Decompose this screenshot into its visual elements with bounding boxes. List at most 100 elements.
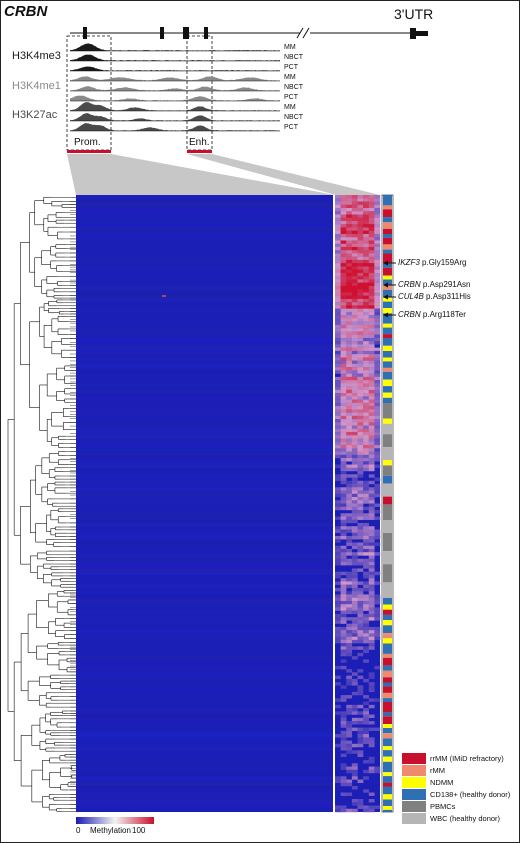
sample-type-cell bbox=[383, 351, 392, 358]
sample-type-cell bbox=[383, 289, 392, 298]
legend-swatch bbox=[402, 765, 426, 776]
sample-type-cell bbox=[383, 653, 392, 658]
sample-type-cell bbox=[383, 677, 392, 683]
sample-type-cell bbox=[383, 423, 392, 435]
chip-signal-track bbox=[70, 76, 280, 81]
colorscale-min: 0 bbox=[76, 826, 81, 835]
sample-type-cell bbox=[383, 279, 392, 285]
sample-type-cell bbox=[383, 475, 392, 484]
sample-type-cell bbox=[383, 465, 392, 476]
legend-swatch bbox=[402, 813, 426, 824]
sample-type-cell bbox=[383, 308, 392, 314]
sample-type-cell bbox=[383, 327, 392, 335]
enhancer-zoom-wedge bbox=[187, 154, 380, 195]
sample-type-cell bbox=[383, 786, 392, 795]
enhancer-bar bbox=[187, 150, 212, 153]
sample-type-cell bbox=[383, 625, 392, 634]
sample-type-cell bbox=[383, 609, 392, 615]
sample-type-cell bbox=[383, 338, 392, 346]
sample-type-cell bbox=[383, 418, 392, 424]
sample-type-cell bbox=[383, 504, 392, 520]
sample-type-cell bbox=[383, 782, 392, 787]
sample-type-cell bbox=[383, 253, 392, 264]
sample-type-cell bbox=[383, 195, 392, 206]
sample-type-cell bbox=[383, 698, 392, 702]
promoter-label: Prom. bbox=[74, 137, 101, 148]
tissue-label: MM bbox=[284, 44, 296, 51]
legend-swatch bbox=[402, 801, 426, 812]
sample-type-cell bbox=[383, 657, 392, 666]
sample-type-cell bbox=[383, 249, 392, 254]
sample-type-cell bbox=[383, 620, 392, 626]
colorscale-max: 100 bbox=[132, 826, 146, 835]
sample-type-cell bbox=[383, 379, 392, 387]
legend-swatch bbox=[402, 753, 426, 764]
gene-model bbox=[70, 27, 428, 39]
sample-type-cell bbox=[383, 772, 392, 777]
sample-type-cell bbox=[383, 728, 392, 734]
sample-type-cell bbox=[383, 371, 392, 380]
annotation-ikzf3: IKZF3 p.Gly159Arg bbox=[398, 258, 467, 267]
sample-type-cell bbox=[383, 361, 392, 368]
sample-type-cell bbox=[383, 205, 392, 210]
sample-type-cell bbox=[383, 598, 392, 605]
sample-type-cell bbox=[383, 533, 392, 552]
sample-type-cell bbox=[383, 460, 392, 466]
sample-type-cell bbox=[383, 345, 392, 351]
enhancer-box bbox=[186, 35, 213, 151]
dendrogram bbox=[7, 196, 79, 812]
sample-type-cell bbox=[383, 750, 392, 757]
chip-signal-track bbox=[70, 54, 280, 61]
tissue-label: PCT bbox=[284, 94, 298, 101]
mark-label-h3k4me1: H3K4me1 bbox=[12, 80, 61, 92]
tissue-label: MM bbox=[284, 104, 296, 111]
sample-type-cell bbox=[383, 483, 392, 497]
sample-type-cell bbox=[383, 702, 392, 713]
sample-type-cell bbox=[383, 794, 392, 800]
methylation-colorscale bbox=[76, 817, 154, 824]
sample-type-cell bbox=[383, 244, 392, 250]
sample-type-cell bbox=[383, 367, 392, 372]
sample-type-cell bbox=[383, 724, 392, 728]
mark-label-h3k4me3: H3K4me3 bbox=[12, 50, 61, 62]
promoter-zoom-wedge bbox=[67, 154, 335, 195]
sample-type-cell bbox=[383, 806, 392, 810]
chip-signal-track bbox=[70, 113, 280, 121]
utr-label: 3'UTR bbox=[394, 6, 434, 22]
promoter-box bbox=[66, 35, 112, 151]
annotation-crbn-arg118ter: CRBN p.Arg118Ter bbox=[398, 310, 466, 319]
sample-type-cell bbox=[383, 665, 392, 671]
sample-type-cell bbox=[383, 746, 392, 751]
sample-type-cell bbox=[383, 392, 392, 398]
sample-type-cell bbox=[383, 357, 392, 362]
sample-type-cell bbox=[383, 209, 392, 218]
sample-type-cell bbox=[383, 551, 392, 565]
sample-type-cell bbox=[383, 643, 392, 654]
colorscale-label: Methylation bbox=[90, 826, 131, 835]
sample-type-cell bbox=[383, 297, 392, 302]
sample-type-cell bbox=[383, 334, 392, 338]
sample-type-cell bbox=[383, 738, 392, 747]
sample-type-cell bbox=[383, 686, 392, 693]
mark-label-h3k27ac: H3K27ac bbox=[12, 109, 58, 121]
sample-type-cell bbox=[383, 403, 392, 419]
sample-type-cell bbox=[383, 733, 392, 739]
sample-type-cell bbox=[383, 582, 392, 598]
sample-type-cell bbox=[383, 670, 392, 678]
sample-type-cell bbox=[383, 397, 392, 403]
annotation-cul4b: CUL4B p.Asp311His bbox=[398, 292, 471, 301]
sample-type-cell bbox=[383, 217, 392, 223]
sample-type-cell bbox=[383, 263, 392, 268]
legend-swatch bbox=[402, 777, 426, 788]
chip-signal-track bbox=[70, 66, 280, 71]
sample-type-cell bbox=[383, 776, 392, 783]
sample-type-cell bbox=[383, 284, 392, 290]
sample-type-cell bbox=[383, 447, 392, 461]
tissue-label: MM bbox=[284, 74, 296, 81]
gene-title: CRBN bbox=[4, 3, 48, 20]
chip-signal-track bbox=[70, 86, 280, 91]
promoter-bar bbox=[67, 150, 111, 153]
sample-type-cell bbox=[383, 809, 392, 812]
tissue-label: PCT bbox=[284, 124, 298, 131]
annotation-crbn-asp291asn: CRBN p.Asp291Asn bbox=[398, 280, 471, 289]
